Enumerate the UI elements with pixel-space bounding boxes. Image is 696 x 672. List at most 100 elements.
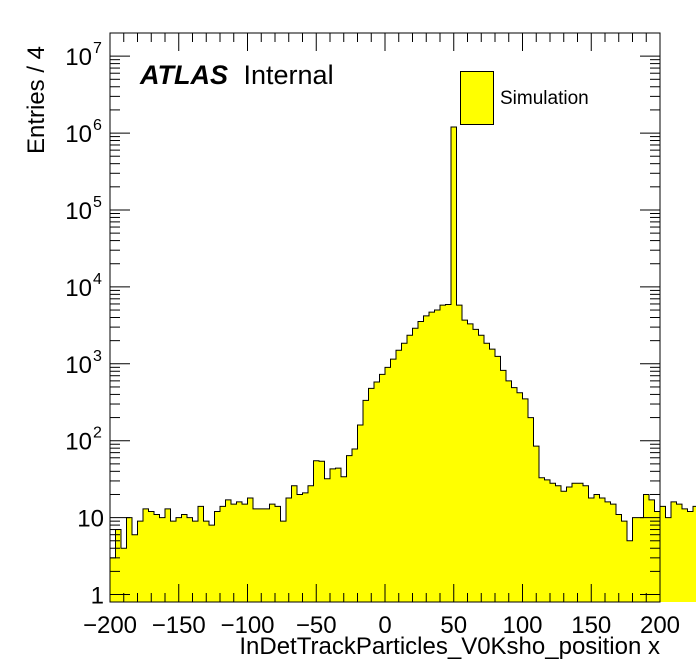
histogram-bin bbox=[588, 497, 595, 602]
histogram-bin bbox=[225, 499, 232, 602]
y-tick-label: 10 bbox=[65, 352, 92, 379]
histogram-bin bbox=[286, 497, 292, 602]
histogram-bin bbox=[418, 321, 424, 602]
atlas-brand: ATLAS bbox=[140, 60, 228, 90]
histogram-bin bbox=[478, 335, 485, 602]
histogram-bin bbox=[214, 511, 221, 602]
histogram-bin bbox=[544, 479, 551, 602]
histogram-bin bbox=[198, 506, 204, 602]
histogram-bin bbox=[203, 521, 210, 602]
histogram-bin bbox=[555, 485, 562, 602]
atlas-internal-text: Internal bbox=[243, 60, 334, 90]
histogram-bin bbox=[456, 305, 463, 602]
histogram-bin bbox=[291, 485, 298, 602]
histogram-bin bbox=[154, 514, 160, 602]
legend-label-simulation: Simulation bbox=[500, 88, 589, 109]
histogram-bin bbox=[489, 349, 496, 602]
histogram-bin bbox=[374, 382, 380, 602]
histogram-bin bbox=[511, 387, 518, 602]
histogram-bin bbox=[308, 485, 314, 602]
histogram-bin bbox=[539, 477, 545, 602]
histogram-bin bbox=[594, 494, 600, 602]
histogram-bin bbox=[577, 483, 584, 602]
histogram-bin bbox=[148, 511, 155, 602]
histogram-bin bbox=[500, 370, 507, 602]
histogram-bin bbox=[390, 359, 397, 602]
x-axis-label: InDetTrackParticles_V0Ksho_position x bbox=[239, 633, 660, 660]
histogram-bin bbox=[682, 508, 688, 602]
histogram-bin bbox=[396, 350, 402, 602]
histogram-bin bbox=[407, 335, 413, 602]
histogram-bin bbox=[660, 506, 666, 602]
histogram-bin bbox=[236, 501, 243, 602]
x-tick-label: −100 bbox=[220, 612, 274, 639]
histogram-bin bbox=[247, 497, 254, 602]
histogram-bin bbox=[110, 557, 116, 602]
histogram-bin bbox=[385, 367, 391, 602]
histogram-bin bbox=[632, 517, 639, 602]
histogram-bin bbox=[671, 501, 677, 602]
histogram-bin bbox=[176, 517, 182, 602]
histogram-bin bbox=[533, 446, 540, 602]
histogram-bin bbox=[495, 356, 501, 602]
histogram-bin bbox=[676, 504, 683, 602]
histogram-bin bbox=[583, 485, 589, 602]
histogram-bin bbox=[280, 521, 287, 602]
histogram-bin bbox=[187, 517, 193, 602]
histogram-bin bbox=[621, 521, 628, 602]
histogram-bin bbox=[605, 501, 611, 602]
histogram-fill bbox=[110, 126, 696, 602]
plot-frame bbox=[109, 32, 661, 603]
histogram-bin bbox=[599, 497, 606, 602]
histogram-bin bbox=[401, 343, 408, 602]
histogram-bin bbox=[269, 504, 276, 602]
histogram-bin bbox=[484, 343, 490, 602]
histogram-bin bbox=[297, 494, 303, 602]
histogram-bin bbox=[137, 521, 144, 602]
histogram-bin bbox=[324, 478, 331, 602]
histogram-bin bbox=[264, 508, 270, 602]
histogram-bin bbox=[181, 514, 188, 602]
histogram-bin bbox=[258, 508, 265, 602]
histogram-bin bbox=[346, 455, 353, 602]
y-tick-label: 10 bbox=[65, 275, 92, 302]
y-tick-label: 1 bbox=[91, 583, 104, 610]
y-tick-label: 10 bbox=[65, 121, 92, 148]
histogram-bin bbox=[412, 328, 419, 602]
histogram-bin bbox=[522, 398, 529, 602]
histogram-bin bbox=[330, 468, 336, 602]
y-tick-exponent: 5 bbox=[93, 194, 102, 211]
y-tick-exponent: 6 bbox=[93, 117, 102, 134]
histogram-bin bbox=[209, 525, 215, 602]
histogram-bin bbox=[451, 126, 457, 602]
x-tick-label: 200 bbox=[640, 612, 680, 639]
histogram-bin bbox=[627, 540, 633, 602]
histogram-bin bbox=[429, 312, 435, 602]
histogram-bin bbox=[528, 417, 534, 602]
histogram-bin bbox=[379, 374, 386, 602]
histogram-bin bbox=[550, 483, 556, 602]
histogram-bin bbox=[165, 508, 171, 602]
histogram-bin bbox=[368, 388, 375, 602]
histogram-bin bbox=[616, 514, 622, 602]
histogram-bin bbox=[566, 487, 573, 602]
x-tick-label: 150 bbox=[571, 612, 611, 639]
histogram-bin bbox=[649, 499, 655, 602]
histogram-bin bbox=[170, 521, 177, 602]
histogram-bin bbox=[462, 320, 468, 602]
y-tick-label: 10 bbox=[65, 429, 92, 456]
x-tick-label: −50 bbox=[296, 612, 337, 639]
histogram-bin bbox=[445, 304, 452, 602]
histogram-bin bbox=[159, 517, 166, 602]
atlas-label: ATLAS Internal bbox=[140, 60, 334, 91]
y-axis-label: Entries / 4 bbox=[23, 45, 50, 155]
histogram-bin bbox=[506, 380, 512, 602]
axis-ticks bbox=[109, 32, 661, 602]
histogram-bin bbox=[517, 392, 523, 602]
histogram-bin bbox=[313, 460, 320, 602]
x-tick-label: 50 bbox=[440, 612, 467, 639]
histogram-bin bbox=[610, 504, 617, 602]
histogram-bin bbox=[467, 323, 474, 602]
